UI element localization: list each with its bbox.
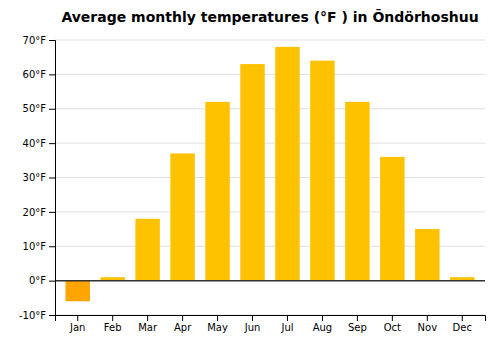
y-tick-label: 70°F [23, 35, 47, 46]
y-tick-mark [49, 281, 55, 282]
x-tick-label: May [207, 322, 228, 333]
grid-line [55, 177, 485, 178]
x-tick-label: Dec [453, 322, 472, 333]
grid-line [55, 143, 485, 144]
x-tick-label: Mar [138, 322, 158, 333]
x-tick-label: Jun [244, 322, 261, 333]
x-tick-mark [182, 315, 183, 321]
x-tick-mark [322, 315, 323, 321]
bar [415, 229, 439, 281]
y-tick-label: 10°F [23, 241, 47, 252]
y-tick-mark [49, 178, 55, 179]
bar [65, 281, 89, 302]
y-tick-mark [49, 109, 55, 110]
y-tick-label: 30°F [23, 172, 47, 183]
x-tick-mark [462, 315, 463, 321]
x-tick: Jul [280, 315, 293, 333]
bar [240, 64, 264, 281]
x-tick: Nov [418, 315, 438, 333]
grid-line [55, 74, 485, 75]
x-axis: Jan Feb Mar Apr May Jun Jul Aug Sep Oct Nov Dec [56, 315, 486, 333]
plot: -10°F 0°F 10°F 20°F 30°F 40°F 50°F 60°F 70°F Jan F… [19, 35, 486, 333]
grid-line [55, 211, 485, 212]
grid-line [55, 40, 485, 41]
y-tick-mark [49, 74, 55, 75]
bar [205, 102, 229, 281]
y-tick-label: 0°F [29, 275, 46, 286]
x-tick-mark [357, 315, 358, 321]
x-tick-label: Oct [384, 322, 401, 333]
x-tick-label: Apr [174, 322, 192, 333]
x-tick: Jan [69, 315, 85, 333]
y-tick-mark [49, 40, 55, 41]
y-tick-mark [49, 315, 55, 316]
y-tick: 40°F [23, 138, 55, 149]
x-tick: Feb [104, 315, 122, 333]
y-tick-mark [49, 212, 55, 213]
bar [310, 61, 334, 281]
grid-line [55, 108, 485, 109]
x-tick-mark [77, 315, 78, 321]
y-axis: -10°F 0°F 10°F 20°F 30°F 40°F 50°F 60°F 70°F [19, 35, 56, 321]
y-tick-label: 20°F [23, 207, 47, 218]
y-tick: 20°F [23, 207, 55, 218]
bar [380, 157, 404, 281]
bar [135, 219, 159, 281]
title: Average monthly temperatures (°F ) in Ōn… [61, 8, 478, 25]
x-tick-label: Aug [313, 322, 333, 333]
y-tick-mark [49, 143, 55, 144]
bars [65, 47, 474, 301]
x-tick-mark [147, 315, 148, 321]
grid-line [55, 280, 485, 281]
y-tick-mark [49, 246, 55, 247]
x-axis-line [56, 316, 486, 322]
x-tick-label: Jan [69, 322, 85, 333]
x-tick-label: Sep [348, 322, 367, 333]
x-tick: Oct [384, 315, 401, 333]
x-tick-mark [392, 315, 393, 321]
x-tick: Apr [174, 315, 192, 333]
x-tick-mark [217, 315, 218, 321]
x-tick-label: Nov [418, 322, 438, 333]
x-tick-mark [427, 315, 428, 321]
x-tick: Aug [313, 315, 333, 333]
grid [55, 40, 485, 315]
x-tick-mark [112, 315, 113, 321]
y-tick: 0°F [29, 275, 55, 286]
y-tick: 30°F [23, 172, 55, 183]
chart: Average monthly temperatures (°F ) in Ōn… [0, 0, 500, 350]
x-tick-label: Feb [104, 322, 122, 333]
x-tick-mark [287, 315, 288, 321]
y-tick-label: 40°F [23, 138, 47, 149]
x-tick: Sep [348, 315, 367, 333]
y-axis-line [49, 41, 56, 316]
x-tick: Dec [453, 315, 472, 333]
y-tick: 60°F [23, 69, 55, 80]
y-tick-label: 60°F [23, 69, 47, 80]
y-tick: 10°F [23, 241, 55, 252]
x-tick-label: Jul [280, 322, 293, 333]
y-tick-label: 50°F [23, 103, 47, 114]
bar [275, 47, 299, 281]
y-tick: 70°F [23, 35, 55, 46]
y-tick: -10°F [19, 310, 55, 321]
y-tick: 50°F [23, 103, 55, 114]
x-tick: Mar [138, 315, 158, 333]
x-tick: Jun [244, 315, 261, 333]
bar [170, 153, 194, 280]
x-tick-mark [252, 315, 253, 321]
zero-line [55, 280, 485, 282]
bar [345, 102, 369, 281]
y-tick-label: -10°F [19, 310, 46, 321]
x-tick: May [207, 315, 228, 333]
